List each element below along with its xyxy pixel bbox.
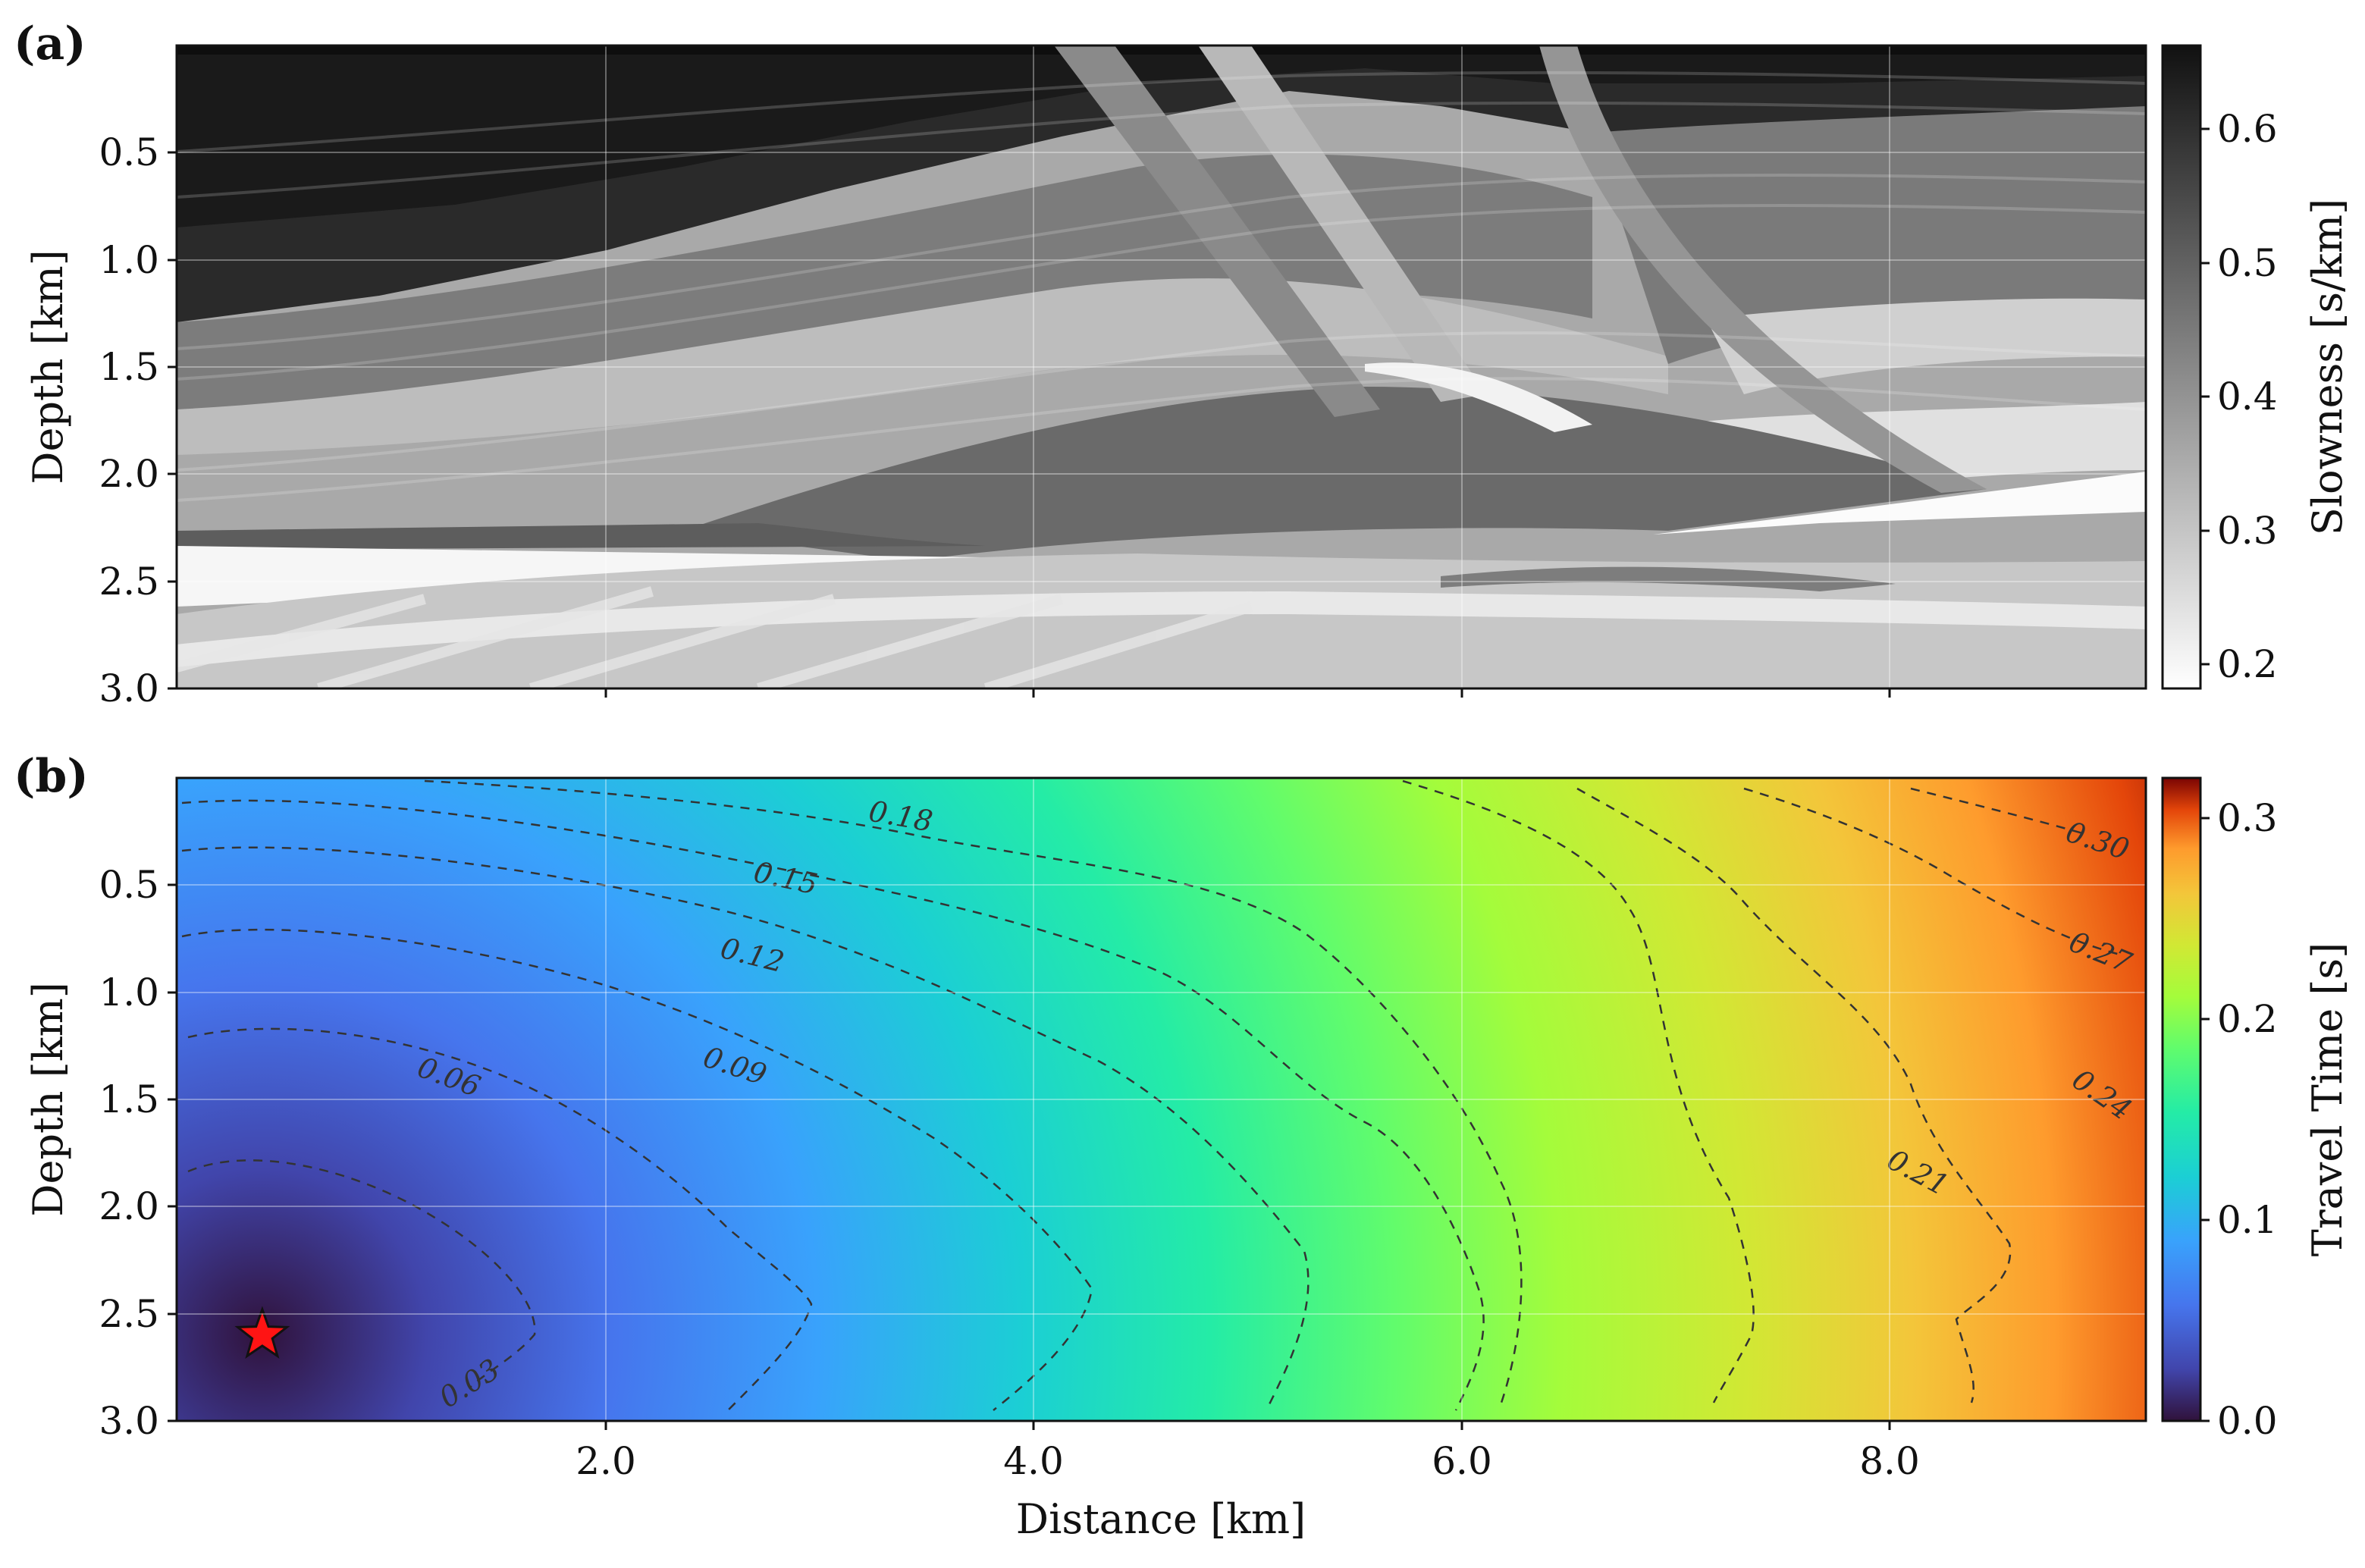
source-star-icon [234,1306,290,1359]
a-cbar-tick-0.6: 0.6 [2217,107,2278,151]
panel-a-label: (a) [14,17,86,71]
b-cbar-tick-0.1: 0.1 [2217,1198,2278,1242]
a-cbar-tick-0.5: 0.5 [2217,241,2278,285]
b-xtick-8.0: 8.0 [1859,1439,1920,1483]
contour-0.27 [1743,787,2124,957]
traveltime-image [177,778,2146,1421]
a-ytick-1.5: 1.5 [99,345,159,389]
b-cbar-tick-0.2: 0.2 [2217,997,2278,1041]
a-ytick-1.0: 1.0 [99,238,159,282]
panel-a-colorbar: 0.2 0.3 0.4 0.5 0.6 Slowness [s/km] [2161,44,2351,690]
b-ytick-1.5: 1.5 [99,1077,159,1121]
panel-b: (b) 0.03 0.06 0.09 0.12 0.15 0.18 0.21 [14,750,2351,1543]
contour-0.03 [187,1159,536,1388]
b-y-axis-label: Depth [km] [24,982,72,1217]
panel-b-label: (b) [14,750,89,803]
a-cbar-tick-0.3: 0.3 [2217,509,2278,553]
contour-0.30 [1910,787,2086,836]
panel-a-x-ticks [604,688,1891,698]
a-ytick-3.0: 3.0 [99,666,159,710]
b-ytick-1.0: 1.0 [99,971,159,1014]
a-cbar-tick-0.2: 0.2 [2217,642,2278,686]
dark-wedge [682,387,1987,561]
panel-b-x-axis: 2.0 4.0 6.0 8.0 Distance [km] [576,1421,1920,1543]
a-colorbar-label: Slowness [s/km] [2304,199,2351,535]
a-ytick-0.5: 0.5 [99,130,159,174]
b-xtick-2.0: 2.0 [576,1439,636,1483]
slowness-image [177,45,2146,688]
a-ytick-2.0: 2.0 [99,452,159,496]
a-y-axis-label: Depth [km] [24,249,72,485]
panel-b-grid [177,778,2146,1421]
contour-lines [181,779,2124,1411]
contour-0.24 [1576,787,2012,1403]
a-cbar-tick-0.4: 0.4 [2217,375,2278,419]
contour-0.09 [181,928,1093,1411]
b-cbar-tick-0.3: 0.3 [2217,796,2278,840]
white-band-right [1653,472,2146,535]
panel-a-y-axis: 0.5 1.0 1.5 2.0 2.5 3.0 Depth [km] [24,130,177,710]
panel-b-y-axis: 0.5 1.0 1.5 2.0 2.5 3.0 Depth [km] [24,863,177,1443]
contour-0.06 [187,1027,813,1411]
panel-b-colorbar: 0.0 0.1 0.2 0.3 Travel Time [s] [2161,776,2351,1443]
contour-0.15 [181,799,1485,1411]
b-ytick-2.5: 2.5 [99,1292,159,1336]
b-x-axis-label: Distance [km] [1016,1495,1306,1543]
panel-a-grid [177,45,2146,688]
b-ytick-0.5: 0.5 [99,863,159,907]
contour-0.21 [1402,779,1755,1403]
a-ytick-2.5: 2.5 [99,560,159,604]
contour-0.18 [424,779,1523,1403]
b-cbar-tick-0.0: 0.0 [2217,1399,2278,1443]
b-xtick-6.0: 6.0 [1432,1439,1492,1483]
b-colorbar-label: Travel Time [s] [2304,942,2351,1256]
contour-0.12 [181,846,1310,1411]
b-ytick-3.0: 3.0 [99,1399,159,1443]
b-ytick-2.0: 2.0 [99,1184,159,1228]
b-xtick-4.0: 4.0 [1003,1439,1064,1483]
panel-a: (a) [14,17,2351,710]
